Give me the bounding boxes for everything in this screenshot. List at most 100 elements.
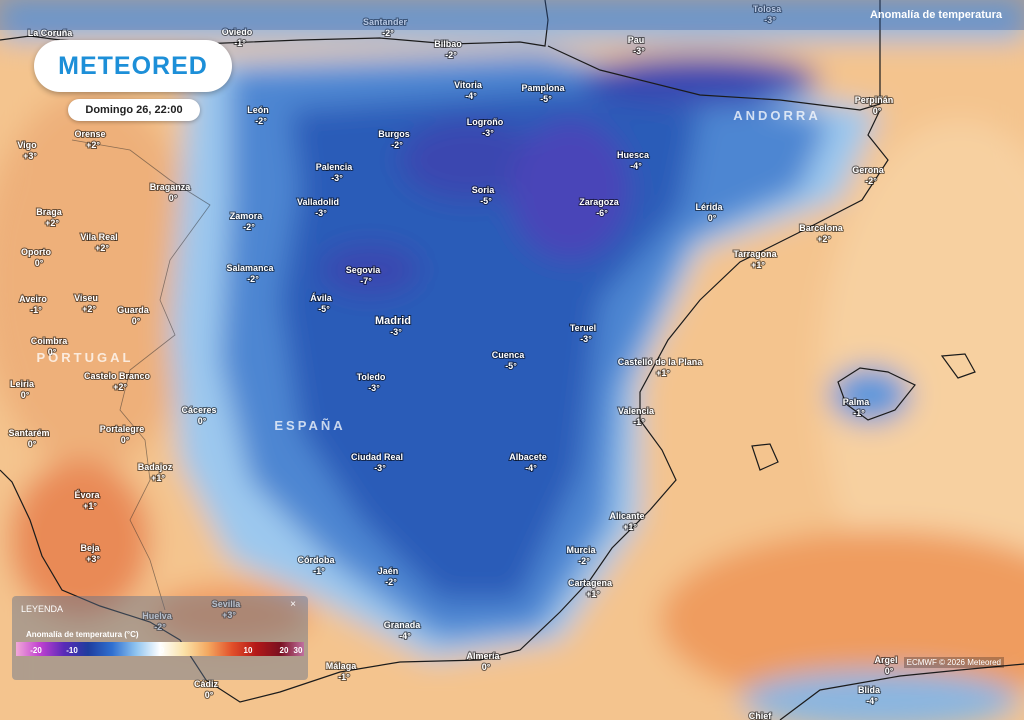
city-name: Madrid [375,315,411,327]
region-label: ESPAÑA [274,418,345,433]
city-value: 0° [48,347,57,357]
city-name: Santander [363,17,408,27]
city-name: Granada [384,620,422,630]
top-bar [0,0,1024,30]
timestamp: Domingo 26, 22:00 [68,99,200,121]
legend: LEYENDA × Anomalía de temperatura (°C) -… [12,596,308,680]
region-label: PORTUGAL [37,350,134,365]
legend-subtitle: Anomalía de temperatura (°C) [26,630,139,639]
logo[interactable]: METEORED [34,40,232,92]
city-name: Valladolid [297,197,339,207]
city-name: Palencia [316,162,354,172]
city-name: Évora [74,490,100,500]
city-value: -2° [255,116,267,126]
city-name: Blida [858,685,881,695]
city-value: 0° [169,193,178,203]
labels: La Coruña Oviedo-1°Santander-2°Bilbao-2°T… [7,3,898,720]
map-title: Anomalía de temperatura [869,9,1002,21]
city-name: Cartagena [568,578,613,588]
city-value: -1° [633,417,645,427]
scale-label: -20 [30,646,42,655]
city-value: -3° [580,334,592,344]
city-name: Teruel [570,323,596,333]
city-value: +1° [751,260,765,270]
city-value: +2° [45,218,59,228]
city-value: -3° [633,46,645,56]
city-name: Huesca [617,150,650,160]
city-value: +1° [586,589,600,599]
scale-label: 30 [293,646,303,655]
city-value: +3° [23,151,37,161]
city-value: -5° [318,304,330,314]
city-value: -2° [382,28,394,38]
city-value: -2° [865,176,877,186]
city-value: 0° [35,258,44,268]
city-name: Palma [843,397,871,407]
city-name: Murcia [566,545,596,555]
city-value: -3° [482,128,494,138]
city-value: -2° [578,556,590,566]
city-value: 0° [198,416,207,426]
city-name: Logroño [467,117,504,127]
scale-label: 10 [243,646,253,655]
city-value: +3° [86,554,100,564]
city-value: -1° [30,305,42,315]
city-value: -3° [331,173,343,183]
city-value: -3° [764,15,776,25]
scale-label: -10 [66,646,78,655]
city-name: Vitoria [454,80,483,90]
city-name: Segovia [346,265,382,275]
city-name: Burgos [378,129,410,139]
city-value: 0° [708,213,717,223]
city-name: Vigo [17,140,37,150]
city-name: Toledo [357,372,386,382]
city-value: -3° [374,463,386,473]
borders [71,139,211,611]
city-name: Perpiñán [855,95,894,105]
city-name: Tolosa [753,4,782,14]
city-value: 0° [205,690,214,700]
city-value: -2° [154,622,166,632]
city-value: 0° [121,435,130,445]
city-value: 0° [873,106,882,116]
city-name: Leiria [10,379,35,389]
city-value: -2° [385,577,397,587]
city-value: -2° [391,140,403,150]
city-value: 0° [132,316,141,326]
city-value: -2° [243,222,255,232]
city-name: Soria [472,185,496,195]
scale-label: 0 [159,646,165,655]
city-value: -2° [247,274,259,284]
city-name: Bilbao [434,39,462,49]
city-value: +2° [86,140,100,150]
city-name: Vila Real [80,232,117,242]
city-value: -3° [368,383,380,393]
city-name: Coimbra [31,336,69,346]
city-name: Alicante [609,511,644,521]
city-value: +2° [82,304,96,314]
legend-title: LEYENDA [21,604,64,614]
city-value: -5° [480,196,492,206]
legend-close[interactable]: × [290,599,296,610]
city-value: -6° [596,208,608,218]
city-name: Albacete [509,452,547,462]
city-name: Braganza [150,182,192,192]
city-name: Ávila [310,293,333,303]
city-name: Pamplona [521,83,565,93]
city-name: Jaén [378,566,399,576]
credit: ECMWF © 2026 Meteored [903,657,1004,668]
city-value: -7° [360,276,372,286]
city-value: 0° [28,439,37,449]
city-value: -1° [853,408,865,418]
city-name: Oviedo [222,27,253,37]
city-name: Tarragona [733,249,777,259]
city-name: Barcelona [799,223,844,233]
city-value: -1° [234,38,246,48]
city-value: +1° [623,522,637,532]
city-value: -4° [399,631,411,641]
city-value: +2° [95,243,109,253]
